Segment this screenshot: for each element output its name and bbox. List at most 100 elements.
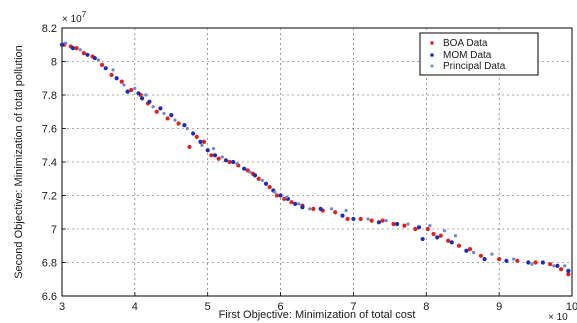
boa-data-point: [256, 176, 261, 181]
boa-data-point: [438, 233, 443, 238]
mom-data-point: [198, 139, 203, 144]
mom-data-point: [340, 213, 345, 218]
mom-data-point: [212, 153, 218, 158]
x-tick-label: 6: [278, 301, 284, 313]
mom-data-point: [158, 106, 163, 111]
x-tick-label: 3: [59, 301, 65, 313]
y-tick-label: 6.6: [42, 291, 57, 303]
principal-data-point: [273, 190, 277, 194]
principal-data-point: [248, 170, 252, 174]
y-axis-label: Second Objective: Minimization of total …: [13, 45, 25, 279]
principal-data-point: [428, 224, 432, 228]
mom-data-point: [70, 46, 76, 51]
mom-data-point: [449, 240, 454, 245]
boa-data-point: [425, 226, 430, 232]
principal-data-point: [220, 155, 224, 159]
principal-data-point: [329, 207, 334, 211]
boa-data-point: [402, 223, 407, 228]
mom-data-point: [504, 258, 509, 263]
legend: BOA Data MOM Data Principal Data: [419, 32, 539, 76]
boa-data-point: [446, 238, 451, 243]
boa-data-point: [333, 210, 338, 215]
boa-data-point: [558, 267, 564, 272]
y-tick-label: 7: [51, 224, 57, 236]
boa-data-point: [274, 193, 280, 198]
boa-data-point: [345, 216, 350, 222]
mom-data-point: [191, 131, 196, 136]
boa-data-point: [497, 257, 502, 262]
boa-data-point: [119, 79, 124, 84]
y-tick-label: 7.4: [42, 157, 57, 169]
principal-data-point: [211, 147, 216, 151]
mom-data-point: [351, 216, 356, 222]
legend-marker-boa: [430, 41, 434, 45]
mom-data-point: [263, 181, 269, 186]
mom-data-point: [140, 96, 145, 101]
boa-data-point: [99, 62, 105, 67]
principal-data-point: [96, 58, 101, 62]
boa-data-point: [81, 51, 86, 56]
principal-data-point: [384, 219, 388, 223]
boa-data-point: [129, 87, 134, 93]
boa-data-point: [311, 206, 316, 211]
boa-data-point: [431, 231, 436, 237]
mom-data-point: [376, 220, 382, 225]
mom-data-point: [92, 56, 97, 61]
boa-data-point: [187, 144, 192, 150]
boa-data-point: [358, 216, 363, 222]
principal-data-point: [530, 262, 534, 266]
mom-data-point: [395, 221, 400, 227]
principal-data-point: [162, 111, 166, 116]
principal-data-point: [144, 93, 148, 97]
principal-data-point: [490, 252, 494, 256]
y-axis-multiplier: × 107: [62, 10, 87, 25]
x-tick-label: 7: [350, 301, 356, 313]
boa-data-point: [548, 262, 553, 267]
mom-data-point: [223, 158, 229, 163]
principal-data-point: [366, 217, 370, 221]
x-axis-label: First Objective: Minimization of total c…: [219, 309, 416, 321]
principal-data-point: [284, 195, 288, 199]
boa-data-point: [109, 72, 114, 77]
boa-data-point: [413, 226, 418, 232]
x-tick-label: 8: [423, 301, 429, 313]
principal-data-point: [512, 257, 516, 261]
legend-box: [419, 32, 539, 76]
boa-data-point: [194, 134, 199, 139]
legend-label-mom: MOM Data: [443, 50, 492, 61]
mom-data-point: [182, 123, 187, 128]
principal-data-point: [344, 208, 348, 213]
x-tick-label: 9: [496, 301, 502, 313]
boa-data-point: [227, 159, 232, 165]
mom-data-point: [555, 263, 560, 268]
principal-data-point: [406, 222, 410, 226]
y-tick-label: 7.8: [42, 90, 57, 102]
boa-data-point: [201, 139, 207, 144]
mom-data-point: [242, 166, 247, 171]
principal-data-point: [442, 229, 447, 233]
boa-data-point: [154, 109, 159, 114]
mom-data-point: [300, 205, 305, 210]
mom-data-point: [252, 173, 258, 178]
legend-marker-mom: [430, 53, 434, 57]
mom-data-point: [540, 260, 545, 265]
y-tick-label: 7.2: [42, 191, 57, 203]
x-axis-multiplier: × 10: [548, 312, 568, 323]
principal-data-point: [200, 143, 204, 147]
mom-data-point: [85, 52, 90, 57]
principal-data-point: [472, 250, 476, 255]
principal-data-point: [64, 41, 68, 45]
principal-data-point: [563, 264, 567, 268]
axis-ticks: 3 4 5 6 7 8 9 10 6.6 6.8 7 7.2 7.4 7.6 7.8 8 8.2: [42, 23, 577, 313]
y-tick-label: 8: [51, 57, 57, 69]
mom-data-point: [147, 99, 152, 104]
mom-data-point: [231, 159, 236, 165]
boa-data-point: [456, 243, 462, 248]
mom-data-point: [136, 91, 141, 96]
principal-data-point: [235, 162, 239, 166]
legend-label-principal: Principal Data: [443, 61, 506, 72]
principal-data-point: [297, 202, 301, 206]
y-tick-label: 8.2: [42, 23, 57, 35]
mom-data-point: [59, 42, 65, 47]
